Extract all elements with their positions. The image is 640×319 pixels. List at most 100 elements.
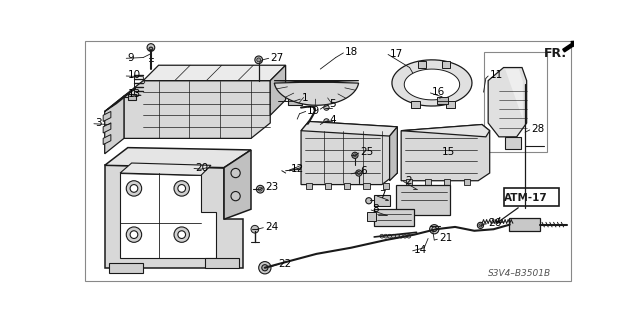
- Bar: [128, 94, 136, 100]
- Text: 28: 28: [531, 124, 545, 134]
- Circle shape: [356, 170, 362, 176]
- Circle shape: [178, 231, 186, 239]
- Circle shape: [353, 154, 356, 157]
- Text: 14: 14: [414, 245, 428, 255]
- Polygon shape: [364, 183, 369, 189]
- Polygon shape: [383, 183, 389, 189]
- Text: 27: 27: [270, 53, 284, 63]
- Circle shape: [149, 47, 153, 51]
- Bar: [418, 61, 426, 68]
- Text: 11: 11: [490, 70, 503, 80]
- Text: 26: 26: [488, 218, 501, 228]
- Polygon shape: [401, 124, 490, 137]
- Circle shape: [126, 227, 141, 242]
- Polygon shape: [392, 60, 472, 106]
- Polygon shape: [509, 219, 540, 231]
- Polygon shape: [120, 173, 216, 258]
- Text: 2: 2: [405, 176, 412, 186]
- Circle shape: [174, 227, 189, 242]
- Circle shape: [357, 172, 360, 174]
- Polygon shape: [274, 81, 359, 105]
- Circle shape: [257, 58, 260, 62]
- Polygon shape: [105, 148, 251, 168]
- Circle shape: [259, 262, 271, 274]
- Text: 24: 24: [265, 222, 278, 232]
- Polygon shape: [105, 96, 124, 154]
- Bar: [396, 215, 411, 225]
- Circle shape: [399, 234, 403, 238]
- Polygon shape: [404, 69, 460, 100]
- Text: 4: 4: [330, 115, 336, 125]
- Circle shape: [262, 265, 268, 271]
- Text: 25: 25: [360, 147, 374, 157]
- Bar: [396, 185, 450, 215]
- Text: 21: 21: [439, 234, 452, 243]
- Bar: [425, 179, 431, 185]
- Polygon shape: [344, 183, 350, 189]
- Text: ATM-17: ATM-17: [504, 193, 548, 203]
- Circle shape: [403, 234, 407, 238]
- Circle shape: [352, 152, 358, 159]
- Circle shape: [231, 168, 240, 178]
- Circle shape: [130, 185, 138, 192]
- Text: 5: 5: [330, 100, 336, 109]
- Polygon shape: [401, 124, 490, 181]
- Polygon shape: [374, 195, 390, 206]
- Polygon shape: [325, 183, 331, 189]
- Circle shape: [324, 119, 329, 124]
- Text: 3: 3: [95, 118, 102, 128]
- Polygon shape: [120, 163, 211, 175]
- Circle shape: [130, 231, 138, 239]
- Polygon shape: [124, 81, 270, 138]
- Circle shape: [255, 56, 262, 64]
- Circle shape: [251, 226, 259, 233]
- Circle shape: [174, 181, 189, 196]
- Circle shape: [392, 234, 396, 238]
- Text: 23: 23: [265, 182, 278, 192]
- Text: 16: 16: [432, 87, 445, 97]
- Circle shape: [324, 105, 329, 110]
- Circle shape: [365, 198, 372, 204]
- Bar: [437, 97, 448, 105]
- Text: 17: 17: [390, 49, 403, 59]
- Bar: [442, 61, 450, 68]
- Bar: [367, 211, 376, 221]
- Text: FR.: FR.: [543, 47, 567, 60]
- Polygon shape: [488, 68, 527, 137]
- Bar: [406, 179, 412, 185]
- Bar: [484, 52, 547, 152]
- Text: S3V4–B3501B: S3V4–B3501B: [488, 269, 551, 278]
- Circle shape: [257, 185, 264, 193]
- Polygon shape: [301, 122, 397, 185]
- Text: 22: 22: [279, 259, 292, 269]
- Circle shape: [396, 234, 399, 238]
- FancyArrow shape: [563, 41, 578, 52]
- Bar: [288, 98, 302, 105]
- Polygon shape: [143, 65, 285, 81]
- Polygon shape: [306, 183, 312, 189]
- Circle shape: [147, 44, 155, 51]
- Circle shape: [407, 234, 411, 238]
- Circle shape: [479, 224, 482, 227]
- Bar: [463, 179, 470, 185]
- Polygon shape: [390, 127, 397, 181]
- Bar: [504, 188, 559, 206]
- Bar: [505, 137, 520, 149]
- Circle shape: [388, 234, 392, 238]
- Circle shape: [384, 234, 388, 238]
- Text: 13: 13: [128, 89, 141, 99]
- Circle shape: [259, 187, 262, 191]
- Polygon shape: [205, 258, 239, 268]
- Text: 18: 18: [345, 47, 358, 57]
- Text: 8: 8: [372, 204, 380, 214]
- Text: 10: 10: [128, 70, 141, 80]
- Bar: [411, 101, 420, 108]
- Text: 1: 1: [302, 93, 308, 103]
- Circle shape: [380, 234, 384, 238]
- Polygon shape: [105, 88, 136, 111]
- Polygon shape: [103, 111, 111, 122]
- Bar: [444, 179, 451, 185]
- Polygon shape: [301, 122, 397, 136]
- Circle shape: [432, 227, 436, 232]
- Polygon shape: [103, 135, 111, 145]
